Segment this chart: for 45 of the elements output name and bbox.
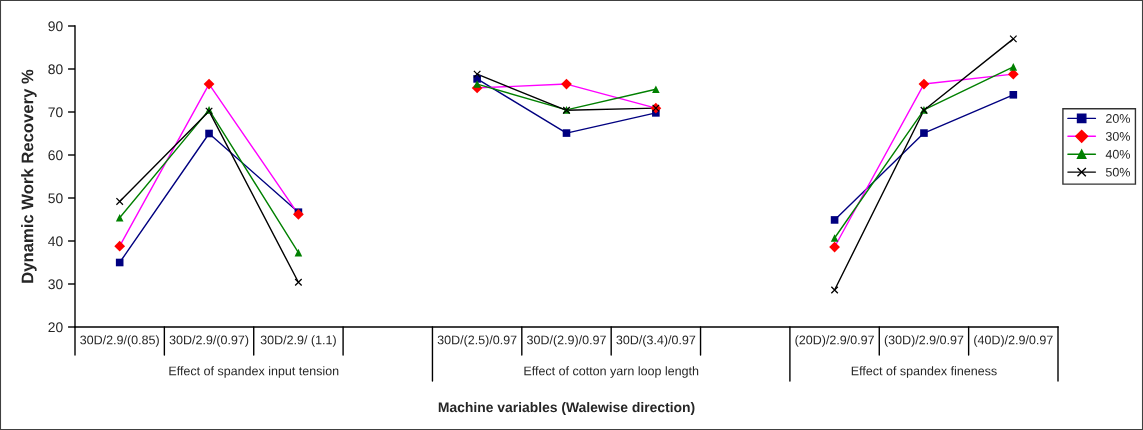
point [1009,63,1018,71]
point [1009,91,1018,99]
x-tick-label: 30D/(2.9)/0.97 [527,335,606,347]
legend-label: 40% [1105,149,1130,159]
x-tick-label: 30D/2.9/ (1.1) [260,335,336,347]
text: Effect of spandex input tension [169,366,339,378]
x-tick-label: (30D)/2.9/0.97 [884,335,964,347]
point [205,129,213,138]
point [1009,35,1018,43]
y-tick-label: 70 [48,107,63,118]
point [830,216,839,224]
point [115,197,124,206]
x-axis-title: Machine variables (Walewise direction) [438,402,695,415]
point [830,286,839,294]
point [830,234,839,242]
point [293,208,304,220]
x-tick-label: 30D/2.9/(0.85) [80,335,159,347]
y-tick-label: 80 [48,64,63,75]
x-tick-label: (20D)/2.9/0.97 [795,335,874,347]
x-tick-label: (40D)/2.9/0.97 [974,335,1053,347]
y-tick-label: 50 [48,193,63,204]
y-tick-label: 60 [48,150,63,161]
point [473,80,481,88]
point [918,78,930,90]
point [203,78,215,90]
point [920,129,928,137]
point [473,70,482,79]
point [652,85,660,94]
text: Effect of spandex fineness [851,366,997,378]
point [114,240,126,252]
x-tick-label: 30D/(3.4)/0.97 [616,335,696,347]
point [115,213,124,222]
point [562,129,571,137]
x-tick-label: 30D/2.9/(0.97) [169,335,249,347]
legend-label: 20% [1106,114,1130,123]
x-tick-label: 30D/(2.5)/0.97 [437,335,517,347]
y-axis-title: Dynamic Work Recovery % [21,69,37,283]
y-tick-label: 30 [48,279,63,290]
y-tick-label: 40 [48,236,63,247]
y-tick-label: 20 [48,322,63,333]
legend-label: 30% [1105,131,1130,141]
point [294,278,303,287]
y-tick-label: 90 [48,21,63,32]
legend-label: 50% [1105,167,1130,177]
text: Effect of cotton yarn loop length [524,366,699,378]
